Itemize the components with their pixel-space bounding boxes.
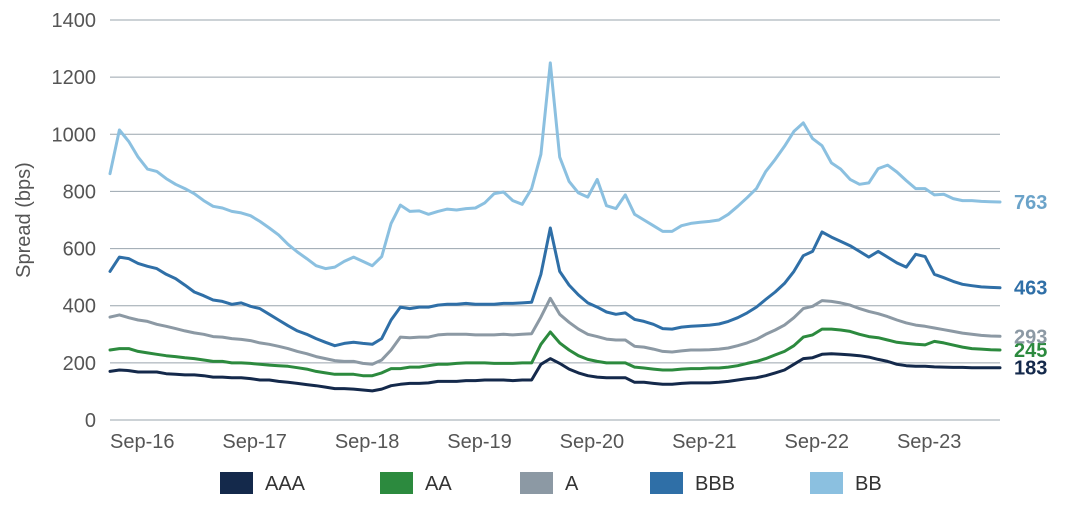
legend-swatch-AAA (220, 472, 253, 494)
x-tick-label: Sep-18 (335, 431, 400, 453)
legend-label-AA: AA (425, 473, 452, 495)
y-tick-label: 1400 (52, 10, 97, 32)
legend-swatch-BBB (650, 472, 683, 494)
end-label-A: 293 (1014, 326, 1047, 348)
x-tick-label: Sep-21 (672, 431, 737, 453)
y-tick-label: 800 (63, 181, 96, 203)
chart-svg: 0 200 400 600 800 1000 1200 1400 Sep-16 Sep-17 Sep… (0, 0, 1076, 524)
x-tick-label: Sep-22 (785, 431, 850, 453)
y-tick-label: 400 (63, 296, 96, 318)
x-tick-label: Sep-16 (110, 431, 175, 453)
x-tick-label: Sep-19 (447, 431, 512, 453)
y-tick-label: 200 (63, 353, 96, 375)
y-tick-label: 1000 (52, 124, 97, 146)
y-tick-label: 600 (63, 239, 96, 261)
legend-label-AAA: AAA (265, 473, 306, 495)
end-label-BB: 763 (1014, 192, 1047, 214)
y-tick-label: 1200 (52, 67, 97, 89)
end-label-BBB: 463 (1014, 278, 1047, 300)
y-tick-label: 0 (85, 410, 96, 432)
legend-label-BBB: BBB (695, 473, 735, 495)
legend-swatch-AA (380, 472, 413, 494)
x-tick-label: Sep-20 (560, 431, 625, 453)
legend-swatch-A (520, 472, 553, 494)
x-tick-label: Sep-23 (897, 431, 962, 453)
spread-chart: 0 200 400 600 800 1000 1200 1400 Sep-16 Sep-17 Sep… (0, 0, 1076, 524)
y-axis-title: Spread (bps) (13, 162, 35, 278)
legend-swatch-BB (810, 472, 843, 494)
legend-label-BB: BB (855, 473, 882, 495)
x-tick-label: Sep-17 (222, 431, 287, 453)
legend-label-A: A (565, 473, 579, 495)
